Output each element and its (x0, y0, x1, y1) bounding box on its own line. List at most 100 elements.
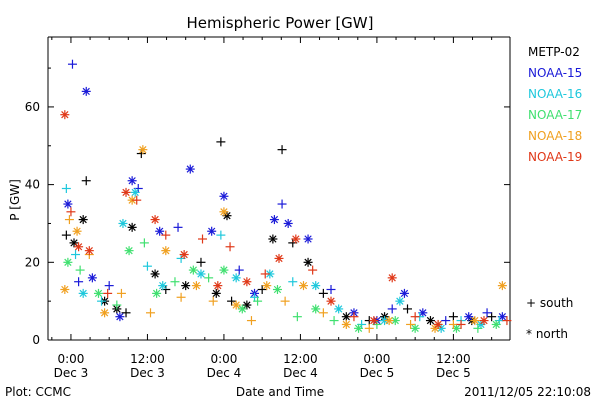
data-point-north (410, 323, 420, 333)
data-point-south (196, 257, 206, 267)
data-point-north (100, 308, 110, 318)
data-point-north (341, 312, 351, 322)
data-point-north (497, 281, 507, 291)
data-point-north (231, 273, 241, 283)
data-point-north (188, 265, 198, 275)
data-point-south (198, 234, 208, 244)
x-tick-label-date: Dec 4 (283, 366, 318, 380)
legend-entry: NOAA-17 (528, 108, 582, 122)
data-point-north (354, 323, 364, 333)
legend-entry: NOAA-19 (528, 150, 582, 164)
data-point-north (387, 273, 397, 283)
x-tick-label-time: 0:00 (57, 352, 84, 366)
data-point-south (216, 137, 226, 147)
data-point-north (242, 300, 252, 310)
data-point-south (257, 285, 267, 294)
data-point-north (464, 312, 474, 322)
data-point-north (369, 316, 379, 326)
data-point-north (272, 285, 282, 294)
data-point-south (318, 308, 328, 318)
data-point-south (139, 238, 149, 248)
data-point-north (491, 319, 501, 329)
data-point-north (451, 323, 461, 333)
data-point-north (181, 281, 191, 291)
data-point-south (75, 265, 85, 275)
data-point-south (387, 304, 397, 314)
y-tick-label: 0 (32, 333, 40, 347)
data-point-north (127, 176, 137, 186)
data-point-north (81, 86, 91, 96)
data-point-north (152, 288, 162, 298)
data-point-south (406, 319, 416, 329)
data-point-north (262, 281, 272, 291)
data-point-north (63, 257, 73, 267)
data-point-north (158, 281, 168, 291)
data-point-north (219, 191, 229, 201)
data-point-south (81, 176, 91, 186)
data-point-south (64, 215, 74, 225)
data-point-south (329, 316, 339, 326)
data-point-north (150, 215, 160, 225)
y-axis-label: P [GW] (8, 179, 22, 221)
x-tick-label-date: Dec 3 (130, 366, 165, 380)
data-point-north (298, 281, 308, 291)
data-point-south (74, 277, 84, 287)
data-point-south (227, 296, 237, 306)
data-point-north (78, 288, 88, 298)
data-point-north (384, 316, 394, 326)
data-point-south (142, 261, 152, 271)
x-tick-label-time: 0:00 (210, 352, 237, 366)
data-point-south (67, 59, 77, 69)
legend-entry: NOAA-15 (528, 66, 582, 80)
data-point-north (118, 218, 128, 228)
data-point-north (138, 145, 148, 155)
data-point-north (196, 269, 206, 279)
data-point-north (311, 281, 321, 291)
data-point-south (246, 316, 256, 326)
data-point-north (213, 281, 223, 291)
data-point-south (288, 277, 298, 287)
data-point-north (60, 110, 70, 120)
data-point-north (219, 207, 229, 217)
data-point-north (274, 253, 284, 263)
data-point-north (237, 304, 247, 314)
data-point-north (291, 234, 301, 244)
y-tick-label: 60 (25, 100, 40, 114)
data-point-south (61, 184, 71, 193)
data-point-south (234, 265, 244, 275)
data-point-south (104, 281, 114, 291)
data-point-north (425, 316, 435, 326)
legend-entry: METP-02 (528, 45, 580, 59)
data-point-south (308, 265, 318, 275)
data-point-south (482, 308, 492, 318)
data-point-south (456, 319, 466, 329)
data-point-south (103, 288, 113, 298)
data-point-north (219, 265, 229, 275)
x-tick-label-time: 12:00 (436, 352, 471, 366)
x-tick-label-date: Dec 5 (436, 366, 471, 380)
x-tick-label-date: Dec 4 (207, 366, 242, 380)
data-point-north (265, 269, 275, 279)
data-point-south (326, 285, 336, 294)
data-point-north (72, 226, 82, 236)
data-point-north (60, 285, 70, 294)
data-point-south (441, 316, 451, 326)
data-point-south (145, 308, 155, 318)
data-point-north (242, 277, 252, 287)
data-point-north (497, 312, 507, 322)
legend: METP-02 NOAA-15 NOAA-16 NOAA-17 NOAA-18 NOAA-… (526, 45, 582, 341)
x-tick-label-time: 12:00 (130, 352, 165, 366)
data-point-south (448, 319, 458, 329)
data-point-south (253, 296, 263, 306)
data-point-north (130, 187, 140, 197)
marker-legend-entry: + south (526, 296, 573, 310)
data-point-north (121, 187, 131, 197)
data-point-north (303, 234, 313, 244)
data-point-south (132, 195, 142, 205)
data-point-south (97, 296, 107, 306)
data-point-north (470, 316, 480, 326)
plot-credit: Plot: CCMC (5, 385, 71, 399)
data-point-north (84, 246, 94, 256)
data-point-north (231, 300, 241, 310)
